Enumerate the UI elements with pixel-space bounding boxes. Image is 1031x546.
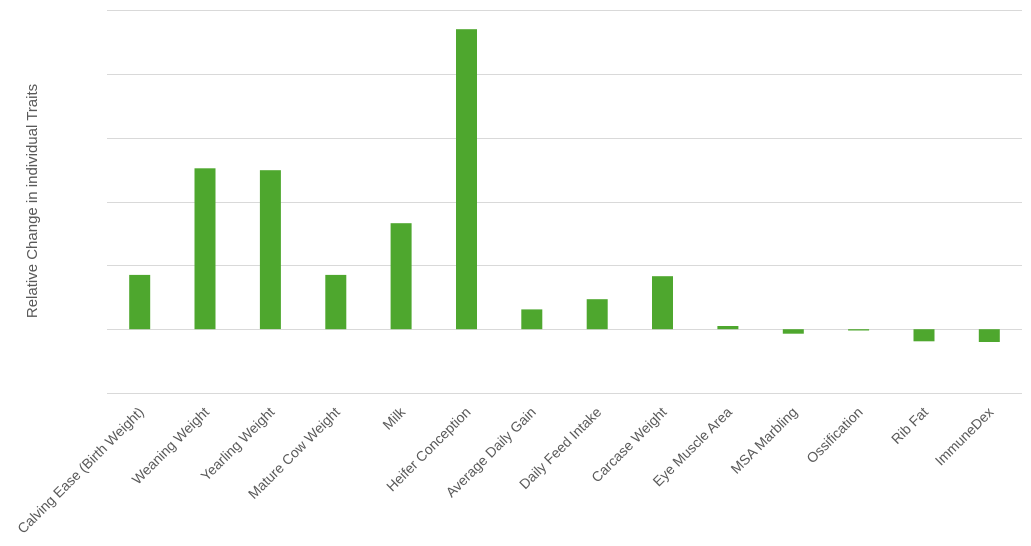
gridlines (107, 10, 1022, 394)
bar (652, 276, 673, 330)
bar (325, 274, 347, 330)
x-tick-label: Rib Fat (888, 404, 931, 447)
bar (848, 329, 870, 331)
x-tick-label: ImmuneDex (932, 404, 997, 469)
x-tick-labels: Calving Ease (Birth Weight)Weaning Weigh… (14, 403, 996, 536)
y-axis-label: Relative Change in individual Traits (24, 84, 41, 318)
bar (259, 170, 281, 330)
x-tick-label: Ossification (803, 404, 865, 466)
bar (129, 274, 151, 330)
bar (390, 223, 412, 330)
bar (586, 299, 608, 330)
x-tick-label: Calving Ease (Birth Weight) (14, 404, 147, 537)
bars (129, 29, 1000, 342)
bar (456, 29, 477, 330)
bar (913, 329, 935, 342)
bar (978, 329, 1000, 342)
bar (717, 326, 739, 330)
bar (194, 168, 216, 330)
bar (521, 309, 543, 330)
bar (782, 329, 804, 334)
x-tick-label: MSA Marbling (727, 404, 800, 477)
x-tick-label: Milk (379, 403, 409, 433)
